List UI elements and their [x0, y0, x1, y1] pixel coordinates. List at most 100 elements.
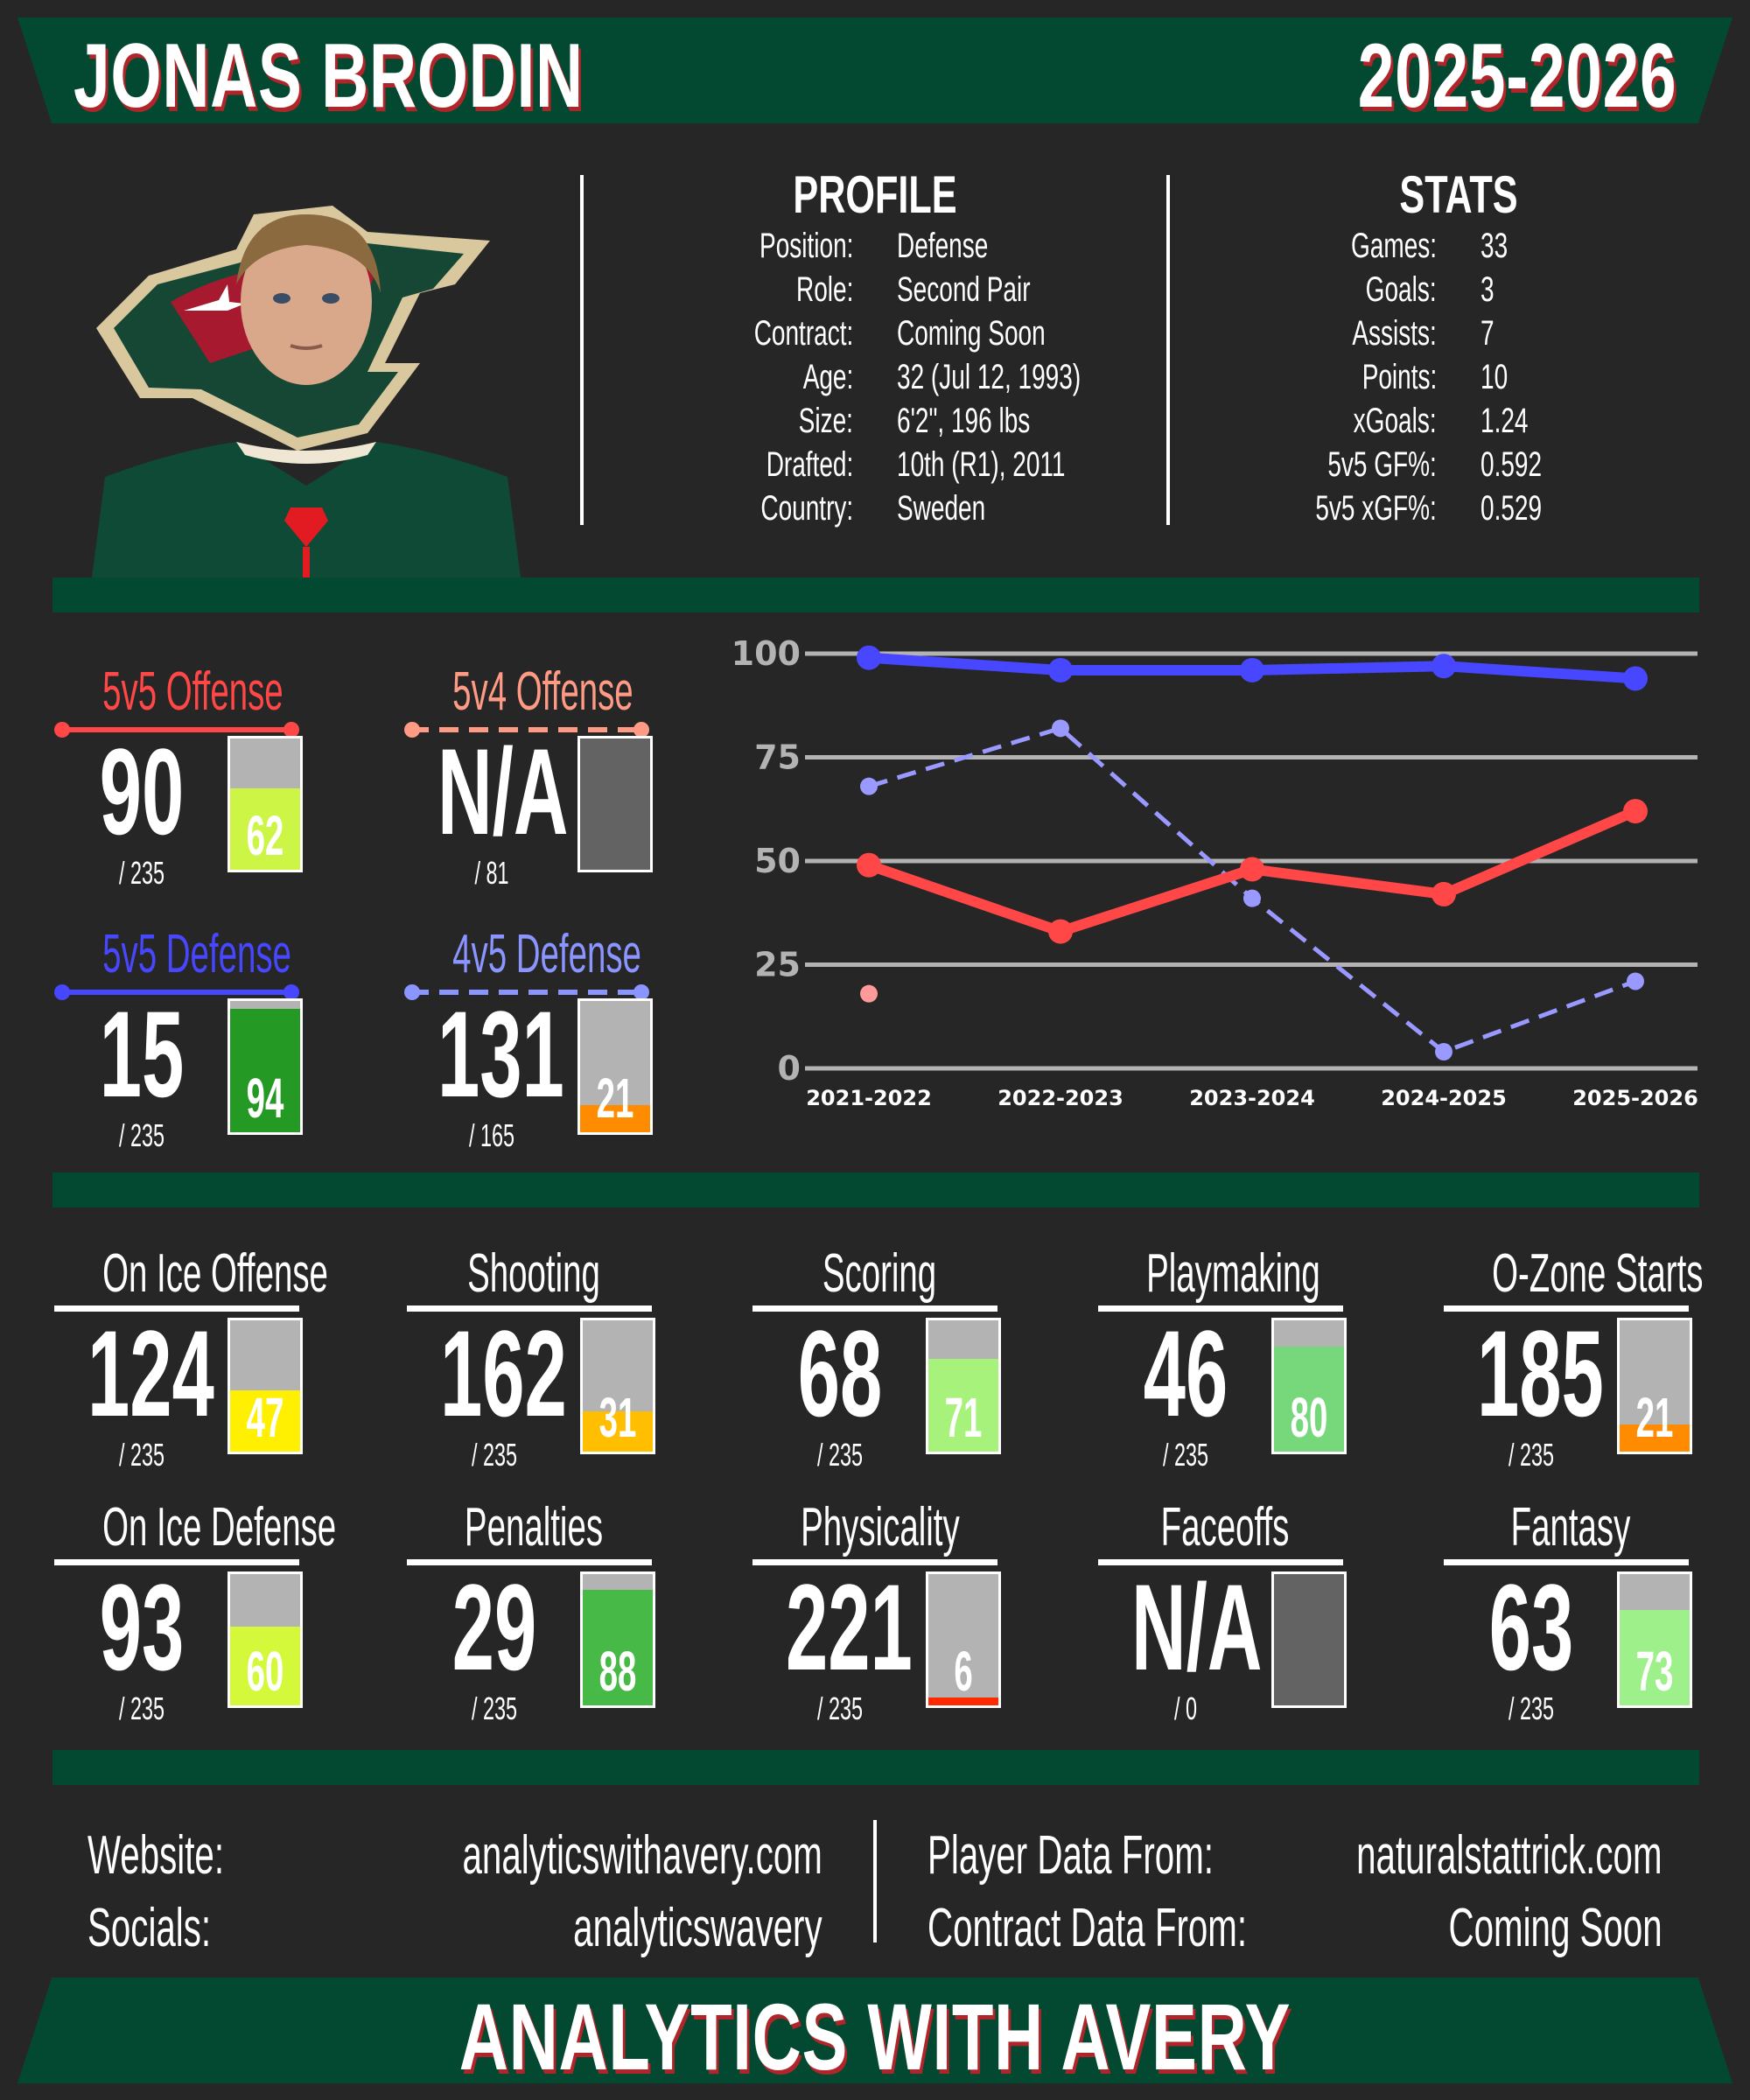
- y-tick-label: 25: [754, 946, 801, 984]
- metric-label: On Ice Defense: [102, 1497, 337, 1558]
- metric-rank: 90: [99, 723, 185, 860]
- info-value: 0.592: [1480, 445, 1543, 484]
- data-point: [1435, 1043, 1452, 1061]
- x-tick-label: 2023-2024: [1189, 1086, 1315, 1110]
- metric-card: Playmaking 46/ 235 80: [1098, 1242, 1352, 1496]
- metric-card: Faceoffs N/A/ 0: [1098, 1496, 1352, 1750]
- website-link[interactable]: analyticswithavery.com: [462, 1825, 822, 1886]
- info-label: Games:: [1350, 227, 1437, 265]
- info-row: xGoals: 1.24: [0, 399, 1750, 443]
- metric-label: 5v5 Defense: [102, 924, 291, 984]
- metric-rank: 124: [88, 1305, 214, 1442]
- wild-logo-icon: [92, 206, 521, 578]
- metric-total: / 235: [816, 1437, 864, 1473]
- footer-player-data-row: Player Data From: naturalstattrick.com: [928, 1824, 1662, 1886]
- info-label: Position:: [759, 227, 853, 265]
- metric-card: Penalties 29/ 235 88: [407, 1496, 661, 1750]
- percentile-bar: [1271, 1572, 1347, 1708]
- info-value: 10: [1480, 358, 1508, 396]
- contract-data-label: Contract Data From:: [928, 1898, 1248, 1958]
- percentile-bar: 94: [228, 998, 303, 1135]
- info-value: 32 (Jul 12, 1993): [897, 358, 1082, 396]
- y-tick-label: 100: [732, 634, 801, 673]
- metric-underline: [752, 1559, 998, 1565]
- info-row: Role: Second Pair: [0, 268, 1750, 312]
- y-tick-label: 75: [754, 738, 801, 777]
- percentile-bar: 62: [228, 736, 303, 872]
- info-label: Assists:: [1352, 314, 1437, 353]
- footer-socials-row: Socials: analyticswavery: [88, 1897, 822, 1958]
- metric-label: Penalties: [464, 1497, 604, 1558]
- percentile-fill: [230, 788, 300, 870]
- percentile-value: 80: [1290, 1386, 1328, 1449]
- percentile-bar: 60: [228, 1572, 303, 1708]
- data-point: [1052, 719, 1069, 738]
- metric-total: / 235: [471, 1437, 518, 1473]
- info-label: Contract:: [753, 314, 853, 353]
- brand-title: ANALYTICS WITH AVERY: [458, 1984, 1292, 2090]
- metric-rank: 162: [440, 1305, 567, 1442]
- metric-label: Faceoffs: [1160, 1497, 1290, 1558]
- info-label: Size:: [798, 402, 853, 440]
- section-divider: [52, 1750, 1699, 1785]
- metric-label: Shooting: [467, 1243, 600, 1304]
- percentile-fill: [583, 1590, 653, 1705]
- socials-label: Socials:: [88, 1898, 212, 1958]
- metric-rank: 29: [452, 1558, 537, 1696]
- info-row: Drafted: 10th (R1), 2011: [0, 443, 1750, 486]
- metric-total: / 165: [468, 1117, 515, 1153]
- metric-rank: 93: [99, 1558, 185, 1696]
- metric-total: / 235: [816, 1690, 864, 1726]
- info-row: Games: 33: [0, 224, 1750, 268]
- legend-dot-icon: [634, 984, 649, 1000]
- info-label: Role:: [795, 270, 853, 309]
- player-photo: [88, 188, 525, 578]
- info-value: 6'2", 196 lbs: [897, 402, 1031, 440]
- metric-label: 4v5 Defense: [452, 924, 641, 984]
- metric-rank: 46: [1143, 1305, 1228, 1442]
- info-value: Sweden: [897, 489, 986, 528]
- metric-underline: [54, 1306, 299, 1312]
- percentile-bar: 80: [1271, 1318, 1347, 1454]
- profile-divider: [580, 175, 584, 525]
- metric-total: / 0: [1173, 1690, 1198, 1726]
- metric-card: Fantasy 63/ 235 73: [1444, 1496, 1698, 1750]
- metric-label: Playmaking: [1146, 1243, 1320, 1304]
- stats-title: STATS: [1399, 165, 1518, 224]
- season-label: 2025-2026: [1357, 25, 1676, 127]
- metric-label: O-Zone Starts: [1492, 1243, 1704, 1304]
- percentile-fill: [1620, 1609, 1690, 1705]
- legend-dot-icon: [54, 722, 70, 738]
- percentile-fill: [230, 1390, 300, 1452]
- percentile-fill: [928, 1358, 998, 1452]
- data-point: [1623, 799, 1648, 824]
- series-legend-line: [410, 727, 646, 732]
- socials-handle[interactable]: analyticswavery: [573, 1898, 822, 1958]
- x-tick-label: 2025-2026: [1572, 1086, 1698, 1110]
- metric-underline: [1444, 1306, 1689, 1312]
- percentile-value: 47: [246, 1386, 284, 1449]
- percentile-fill: [230, 1009, 300, 1132]
- percentile-value: 73: [1635, 1640, 1674, 1703]
- legend-dot-icon: [54, 984, 70, 1000]
- data-point: [860, 777, 878, 795]
- x-tick-label: 2022-2023: [998, 1086, 1124, 1110]
- data-point: [1048, 919, 1073, 944]
- metric-total: / 235: [1508, 1690, 1555, 1726]
- info-row: Age: 32 (Jul 12, 1993): [0, 355, 1750, 399]
- contract-data-value: Coming Soon: [1448, 1898, 1662, 1958]
- percentile-bar: [578, 736, 653, 872]
- data-point: [857, 645, 881, 670]
- metric-underline: [407, 1559, 652, 1565]
- info-label: 5v5 GF%:: [1327, 445, 1437, 484]
- percentile-bar: 31: [580, 1318, 655, 1454]
- footer-website-row: Website: analyticswithavery.com: [88, 1824, 822, 1886]
- info-label: Drafted:: [766, 445, 853, 484]
- player-data-link[interactable]: naturalstattrick.com: [1356, 1825, 1662, 1886]
- info-value: 10th (R1), 2011: [897, 445, 1066, 484]
- info-label: Country:: [760, 489, 853, 528]
- metric-card: Scoring 68/ 235 71: [752, 1242, 1006, 1496]
- data-point: [1627, 972, 1644, 990]
- info-label: Points:: [1362, 358, 1437, 396]
- header-banner: [18, 18, 1732, 123]
